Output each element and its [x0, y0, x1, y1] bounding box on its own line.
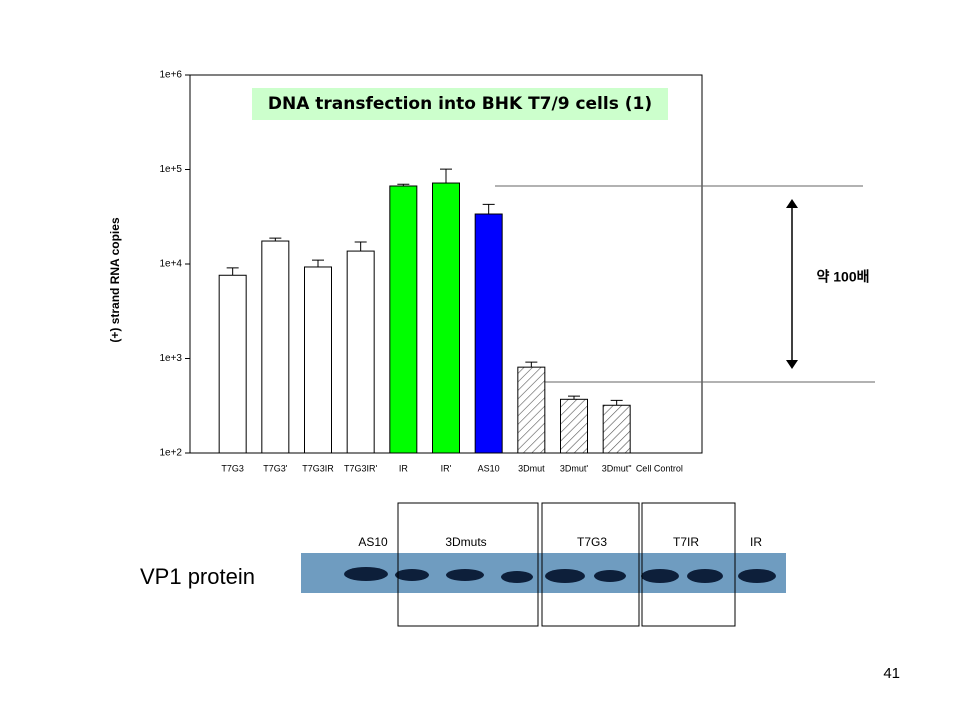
error-bar — [525, 361, 538, 368]
blot-label: T7G3 — [577, 535, 607, 549]
x-tick-label: Cell Control — [636, 463, 683, 473]
blot-label: 3Dmuts — [445, 535, 486, 549]
x-tick-label: AS10 — [478, 463, 500, 473]
y-tick-label: 1e+6 — [159, 70, 182, 81]
y-tick-label: 1e+3 — [159, 353, 182, 364]
error-bar — [226, 267, 239, 276]
bar — [560, 398, 588, 454]
y-tick-label: 1e+2 — [159, 448, 182, 459]
blot-label: IR — [750, 535, 762, 549]
error-bar — [354, 241, 367, 252]
x-tick-label: 3Dmut' — [560, 463, 589, 473]
y-axis-label: (+) strand RNA copies — [108, 217, 122, 343]
annotation: 약 100배 — [816, 269, 869, 285]
error-bar — [397, 183, 410, 186]
group-boxes — [397, 502, 736, 627]
bar — [261, 240, 290, 454]
error-bar — [568, 395, 580, 400]
y-tick-label: 1e+5 — [159, 164, 182, 175]
x-tick-label: T7G3IR' — [344, 463, 378, 473]
error-bar — [269, 237, 282, 242]
blot-label: T7IR — [673, 535, 699, 549]
bar — [517, 366, 546, 454]
bar — [602, 404, 631, 454]
bar — [304, 266, 332, 454]
bar — [432, 182, 460, 454]
x-tick-label: T7G3' — [263, 463, 288, 473]
x-tick-label: T7G3IR — [302, 463, 334, 473]
x-tick-label: 3Dmut'' — [602, 463, 632, 473]
title-box — [252, 88, 668, 120]
bar — [474, 213, 503, 454]
error-bar — [482, 203, 495, 215]
error-bar — [312, 259, 324, 267]
x-tick-label: IR — [399, 463, 409, 473]
chart-title: DNA transfection into BHK T7/9 cells (1) — [268, 94, 652, 114]
bar — [389, 185, 418, 454]
bar — [218, 274, 247, 454]
bar — [346, 250, 375, 454]
blot-label: AS10 — [358, 535, 388, 549]
page-number: 41 — [883, 665, 900, 682]
error-bar — [610, 399, 623, 406]
blot-title: VP1 protein — [140, 564, 255, 589]
x-tick-label: IR' — [441, 463, 452, 473]
y-tick-label: 1e+4 — [159, 259, 182, 270]
blot-bands — [344, 567, 776, 583]
x-tick-label: T7G3 — [221, 463, 244, 473]
x-tick-label: 3Dmut — [518, 463, 545, 473]
error-bar — [440, 168, 452, 184]
